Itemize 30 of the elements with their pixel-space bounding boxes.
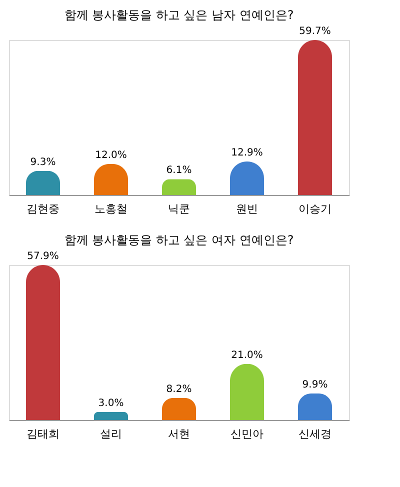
data-label: 21.0% [231,350,263,361]
bar [298,393,332,420]
bar [230,364,264,420]
x-tick-label: 김태희 [26,428,60,440]
x-tick-label: 원빈 [236,202,258,216]
bar [162,179,196,195]
data-label: 12.0% [95,150,127,161]
x-tick-label: 노홍철 [94,202,128,216]
data-label: 6.1% [166,165,192,176]
data-label: 59.7% [299,26,331,37]
bar [162,398,196,420]
x-tick-label: 설리 [100,428,122,440]
data-label: 3.0% [98,398,124,409]
data-label: 12.9% [231,148,263,159]
x-tick-label: 신민아 [230,428,264,440]
x-tick-label: 서현 [168,428,190,440]
bar [26,265,60,420]
x-tick-label: 신세경 [298,428,332,440]
chart-title: 함께 봉사활동을 하고 싶은 여자 연예인은? [64,233,294,247]
bar [26,170,60,195]
bar [298,40,332,195]
x-tick-label: 닉쿤 [168,202,190,216]
data-label: 9.3% [30,156,56,168]
x-tick-label: 이승기 [298,202,332,216]
data-label: 9.9% [302,379,328,390]
bar [94,412,128,420]
chart-title: 함께 봉사활동을 하고 싶은 남자 연예인은? [64,8,294,22]
data-label: 57.9% [27,251,59,262]
x-tick-label: 김현중 [26,202,60,216]
data-label: 8.2% [166,384,192,396]
